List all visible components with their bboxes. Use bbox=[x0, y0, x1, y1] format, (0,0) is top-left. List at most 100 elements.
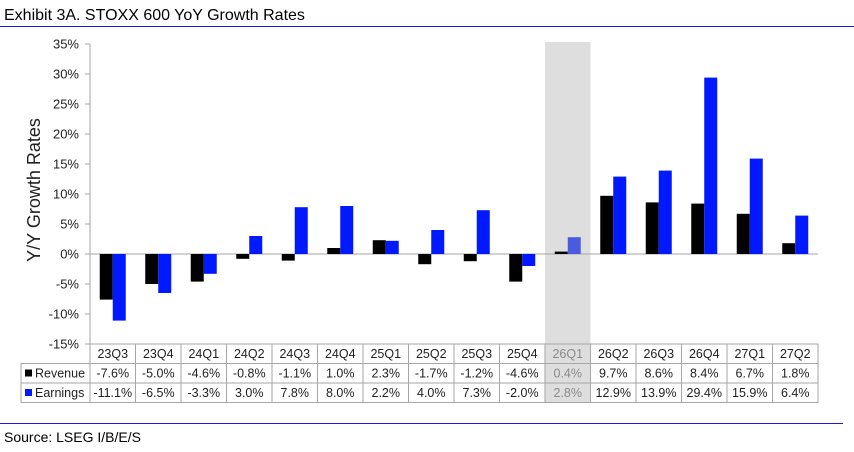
bar-revenue-27Q1 bbox=[736, 213, 750, 254]
data-label-revenue: -7.6% bbox=[96, 367, 129, 381]
bar-revenue-25Q2 bbox=[418, 254, 432, 265]
exhibit-title: Exhibit 3A. STOXX 600 YoY Growth Rates bbox=[4, 7, 305, 24]
data-label-earnings: -6.5% bbox=[142, 386, 175, 400]
bar-revenue-23Q3 bbox=[99, 254, 113, 300]
data-label-earnings: 13.9% bbox=[641, 386, 676, 400]
x-tick-label: 24Q1 bbox=[188, 347, 219, 361]
bar-revenue-26Q2 bbox=[600, 195, 614, 254]
data-label-revenue: -0.8% bbox=[233, 367, 266, 381]
bar-earnings-24Q1 bbox=[203, 254, 217, 274]
y-tick-label: 10% bbox=[53, 187, 79, 202]
x-tick-label: 26Q2 bbox=[598, 347, 629, 361]
bar-revenue-23Q4 bbox=[145, 254, 159, 284]
x-tick-label: 23Q3 bbox=[97, 347, 128, 361]
bar-earnings-26Q4 bbox=[704, 77, 718, 254]
data-label-earnings: 8.0% bbox=[326, 386, 355, 400]
x-tick-label: 26Q1 bbox=[552, 347, 583, 361]
legend-swatch-revenue bbox=[25, 369, 32, 377]
bar-revenue-24Q1 bbox=[190, 254, 204, 282]
data-label-revenue: 2.3% bbox=[372, 367, 401, 381]
bar-earnings-27Q2 bbox=[795, 215, 809, 254]
data-label-earnings: -3.3% bbox=[187, 386, 220, 400]
data-label-earnings: 6.4% bbox=[781, 386, 810, 400]
x-tick-label: 23Q4 bbox=[143, 347, 174, 361]
x-tick-label: 24Q4 bbox=[325, 347, 356, 361]
data-label-revenue: 8.4% bbox=[690, 367, 719, 381]
y-tick-label: 30% bbox=[53, 67, 79, 82]
x-tick-label: 24Q2 bbox=[234, 347, 265, 361]
bar-earnings-25Q1 bbox=[385, 240, 399, 254]
y-tick-label: -15% bbox=[49, 337, 80, 352]
title-rule bbox=[0, 26, 854, 27]
bar-revenue-26Q1 bbox=[554, 251, 568, 254]
bar-revenue-24Q3 bbox=[281, 254, 295, 261]
y-tick-label: -5% bbox=[56, 277, 80, 292]
source-rule bbox=[0, 423, 843, 424]
bar-revenue-24Q4 bbox=[327, 248, 341, 254]
bar-revenue-25Q4 bbox=[509, 254, 523, 282]
data-label-earnings: 2.2% bbox=[372, 386, 401, 400]
data-label-revenue: -1.1% bbox=[278, 367, 311, 381]
data-label-earnings: 7.8% bbox=[281, 386, 310, 400]
bar-earnings-23Q4 bbox=[158, 254, 172, 293]
bar-revenue-27Q2 bbox=[782, 243, 796, 254]
bar-earnings-24Q2 bbox=[249, 236, 263, 254]
source-note: Source: LSEG I/B/E/S bbox=[4, 429, 141, 445]
chart: 35% 30% 25% 20% 15% 10% 5% 0% -5% -10% -15% 23Q3 23… bbox=[20, 37, 819, 403]
data-label-revenue: -4.6% bbox=[506, 367, 539, 381]
bar-earnings-27Q1 bbox=[749, 158, 763, 254]
bar-revenue-24Q2 bbox=[236, 254, 250, 259]
x-tick-label: 26Q3 bbox=[643, 347, 674, 361]
x-tick-label: 25Q1 bbox=[370, 347, 401, 361]
bar-earnings-25Q2 bbox=[431, 230, 445, 254]
y-axis-label: Y/Y Growth Rates bbox=[24, 118, 44, 262]
x-tick-label: 25Q2 bbox=[416, 347, 447, 361]
data-label-earnings: -2.0% bbox=[506, 386, 539, 400]
data-label-revenue: -1.2% bbox=[460, 367, 493, 381]
data-label-earnings: -11.1% bbox=[93, 386, 132, 400]
data-label-revenue: 1.8% bbox=[781, 367, 810, 381]
y-tick-label: 5% bbox=[60, 217, 79, 232]
highlight-band-26Q1 bbox=[545, 42, 591, 403]
bar-earnings-26Q3 bbox=[658, 170, 672, 254]
data-label-earnings: 2.8% bbox=[554, 386, 583, 400]
y-tick-label: 0% bbox=[60, 247, 79, 262]
x-tick-label: 25Q4 bbox=[507, 347, 538, 361]
bar-revenue-26Q4 bbox=[691, 203, 705, 254]
x-tick-label: 26Q4 bbox=[689, 347, 720, 361]
bar-earnings-25Q4 bbox=[522, 254, 536, 266]
data-label-revenue: 9.7% bbox=[599, 367, 628, 381]
x-tick-label: 27Q1 bbox=[734, 347, 765, 361]
data-label-revenue: -1.7% bbox=[415, 367, 448, 381]
bar-earnings-26Q2 bbox=[613, 176, 627, 254]
data-label-earnings: 15.9% bbox=[732, 386, 767, 400]
legend-swatch-earnings bbox=[25, 389, 32, 396]
y-tick-label: 35% bbox=[53, 37, 79, 52]
bar-earnings-26Q1 bbox=[567, 237, 581, 254]
data-label-revenue: -4.6% bbox=[187, 367, 220, 381]
bar-revenue-25Q3 bbox=[463, 254, 477, 262]
bar-earnings-23Q3 bbox=[112, 254, 126, 321]
data-label-earnings: 29.4% bbox=[687, 386, 722, 400]
x-tick-label: 24Q3 bbox=[279, 347, 310, 361]
data-label-earnings: 7.3% bbox=[463, 386, 492, 400]
data-label-earnings: 4.0% bbox=[417, 386, 446, 400]
data-label-revenue: -5.0% bbox=[142, 367, 175, 381]
data-label-revenue: 0.4% bbox=[554, 367, 583, 381]
y-tick-label: 15% bbox=[53, 157, 79, 172]
data-label-revenue: 1.0% bbox=[326, 367, 355, 381]
bar-earnings-24Q4 bbox=[340, 206, 354, 254]
legend-label-earnings: Earnings bbox=[35, 386, 84, 400]
bar-revenue-25Q1 bbox=[372, 240, 386, 254]
y-tick-label: 20% bbox=[53, 127, 79, 142]
bar-revenue-26Q3 bbox=[645, 202, 659, 254]
data-label-revenue: 6.7% bbox=[736, 367, 765, 381]
data-label-earnings: 3.0% bbox=[235, 386, 264, 400]
bar-earnings-24Q3 bbox=[294, 207, 308, 254]
data-label-earnings: 12.9% bbox=[596, 386, 631, 400]
x-tick-label: 27Q2 bbox=[780, 347, 811, 361]
bar-earnings-25Q3 bbox=[476, 210, 490, 254]
x-tick-label: 25Q3 bbox=[461, 347, 492, 361]
y-tick-label: 25% bbox=[53, 97, 79, 112]
table-cell bbox=[772, 382, 819, 403]
